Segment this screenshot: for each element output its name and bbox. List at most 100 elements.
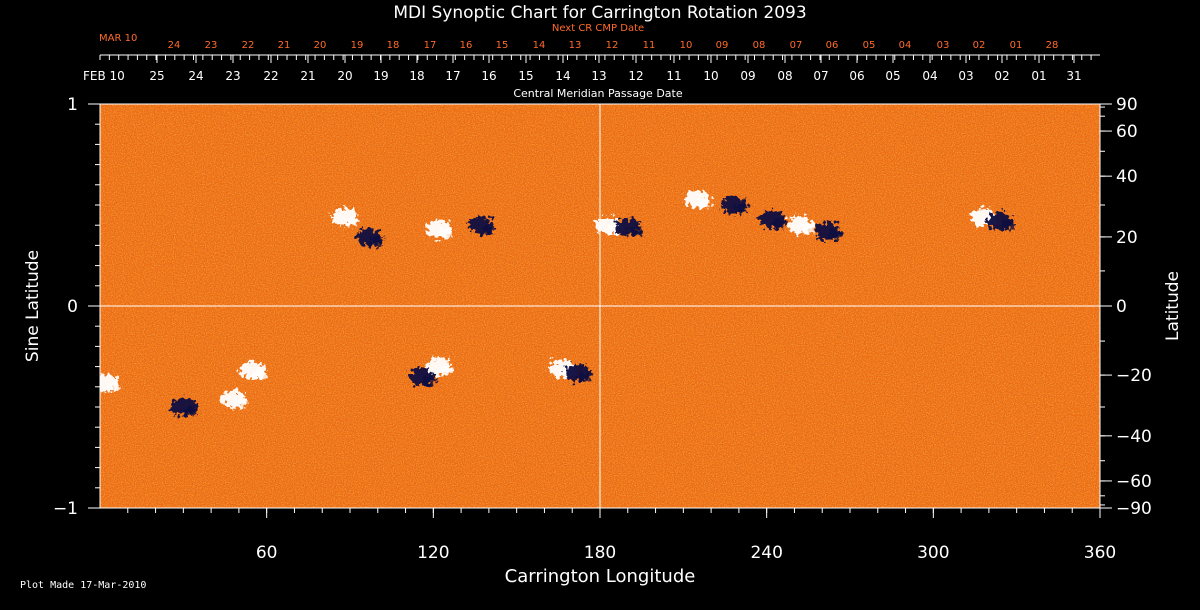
cmp-date-label: 13	[591, 69, 606, 83]
cmp-date-label: 15	[518, 69, 533, 83]
next-cmp-date-label: 22	[242, 40, 255, 51]
lat-tick-label: −90	[1116, 499, 1152, 519]
next-cmp-date-label: 12	[606, 40, 619, 51]
cmp-date-label: 08	[777, 69, 792, 83]
x-tick-label: 180	[584, 543, 616, 563]
cmp-date-label: 12	[628, 69, 643, 83]
cmp-date-label: 05	[885, 69, 900, 83]
cmp-date-label: 20	[337, 69, 352, 83]
cmp-date-label: 04	[922, 69, 937, 83]
cmp-date-label: 01	[1031, 69, 1046, 83]
next-cmp-date-label: 21	[278, 40, 291, 51]
lat-tick-label: −20	[1116, 366, 1152, 386]
next-cmp-date-label: 14	[533, 40, 546, 51]
next-cmp-date-label: 03	[937, 40, 950, 51]
cmp-date-label: 07	[813, 69, 828, 83]
y2-axis-label: Latitude	[1163, 271, 1183, 341]
lat-tick-label: 0	[1116, 297, 1127, 317]
y-axis-label: Sine Latitude	[23, 250, 43, 362]
chart-title: MDI Synoptic Chart for Carrington Rotati…	[393, 3, 806, 23]
next-cmp-date-label: 11	[643, 40, 656, 51]
cmp-date-label: 14	[555, 69, 570, 83]
active-region-fragment	[369, 236, 384, 247]
cmp-date-label: 02	[994, 69, 1009, 83]
y-tick-label: 1	[67, 95, 78, 115]
x-tick-label: 120	[417, 543, 449, 563]
lat-tick-label: 90	[1116, 95, 1138, 115]
x-tick-label: 60	[256, 543, 278, 563]
next-cmp-date-label: 24	[168, 40, 181, 51]
active-region-fragment	[233, 397, 248, 408]
active-region-fragment	[697, 197, 712, 208]
cmp-date-label: 21	[300, 69, 315, 83]
active-region-fragment	[105, 381, 120, 392]
next-cmp-date-label: 06	[826, 40, 839, 51]
next-cmp-date-label: 23	[205, 40, 218, 51]
next-cmp-date-label: 13	[569, 40, 582, 51]
next-cmp-date-label: 01	[1010, 40, 1023, 51]
cmp-date-label: 31	[1066, 69, 1081, 83]
active-region-fragment	[1000, 220, 1014, 231]
next-cmp-date-label: 16	[460, 40, 473, 51]
cmp-month-label: FEB 10	[83, 69, 125, 83]
active-region-fragment	[577, 371, 592, 382]
next-cmp-date-label: 02	[973, 40, 986, 51]
cmp-date-label: 23	[225, 69, 240, 83]
active-region-fragment	[438, 365, 453, 376]
next-cmp-date-label: 09	[716, 40, 729, 51]
x-tick-label: 360	[1084, 543, 1116, 563]
next-cmp-date-label: 04	[899, 40, 912, 51]
active-region-fragment	[827, 230, 842, 241]
next-cmp-date-label: 15	[496, 40, 509, 51]
active-region-fragment	[800, 224, 814, 235]
cmp-date-label: 10	[703, 69, 718, 83]
cmp-date-label: 25	[149, 69, 164, 83]
active-regions	[100, 189, 1014, 416]
cmp-date-label: 16	[481, 69, 496, 83]
cmp-axis-title: Central Meridian Passage Date	[513, 87, 682, 100]
next-cmp-date-label: 19	[351, 40, 364, 51]
active-region-fragment	[480, 224, 495, 235]
next-cmp-month-label: MAR 10	[99, 33, 137, 44]
x-tick-label: 300	[917, 543, 949, 563]
active-region-fragment	[344, 216, 359, 227]
cmp-date-label: 22	[263, 69, 278, 83]
next-cmp-date-label: 28	[1046, 40, 1059, 51]
cmp-date-axes: 25 24 23 22 21 20 19 18 17 16 15 14 13 12 11 10 09 08 07 06…	[83, 23, 1100, 100]
active-region-fragment	[438, 228, 453, 239]
next-cmp-date-label: 20	[314, 40, 327, 51]
active-region-fragment	[772, 218, 787, 229]
lat-tick-label: 60	[1116, 122, 1138, 142]
cmp-date-label: 19	[373, 69, 388, 83]
active-region-fragment	[252, 369, 267, 380]
cmp-date-label: 06	[849, 69, 864, 83]
plot-axes: 60 120 180 240 300 360 1 0 −1 90 60 40 20 0 −20 −40 −60 −…	[53, 95, 1152, 563]
lat-tick-label: 20	[1116, 228, 1138, 248]
active-region-fragment	[627, 226, 642, 237]
cmp-date-label: 03	[958, 69, 973, 83]
lat-tick-label: −40	[1116, 427, 1152, 447]
next-cmp-date-label: 07	[790, 40, 803, 51]
x-axis-label: Carrington Longitude	[505, 566, 696, 587]
x-tick-label: 240	[750, 543, 782, 563]
active-region-fragment	[733, 204, 748, 214]
cmp-date-label: 18	[409, 69, 424, 83]
active-region-fragment	[183, 406, 198, 416]
next-cmp-date-label: 17	[424, 40, 437, 51]
plot-made-footer: Plot Made 17-Mar-2010	[20, 580, 147, 591]
cmp-date-label: 24	[188, 69, 203, 83]
next-cmp-date-label: 05	[863, 40, 876, 51]
active-region-fragment	[422, 375, 437, 386]
cmp-date-label: 11	[666, 69, 681, 83]
next-cmp-date-label: 08	[753, 40, 766, 51]
y-tick-label: 0	[67, 297, 78, 317]
next-cmp-date-label: 10	[680, 40, 693, 51]
lat-tick-label: −60	[1116, 472, 1152, 492]
y-tick-label: −1	[53, 499, 78, 519]
next-cmp-axis-title: Next CR CMP Date	[552, 23, 644, 34]
lat-tick-label: 40	[1116, 167, 1138, 187]
cmp-date-label: 17	[445, 69, 460, 83]
cmp-date-label: 09	[740, 69, 755, 83]
next-cmp-date-label: 18	[387, 40, 400, 51]
